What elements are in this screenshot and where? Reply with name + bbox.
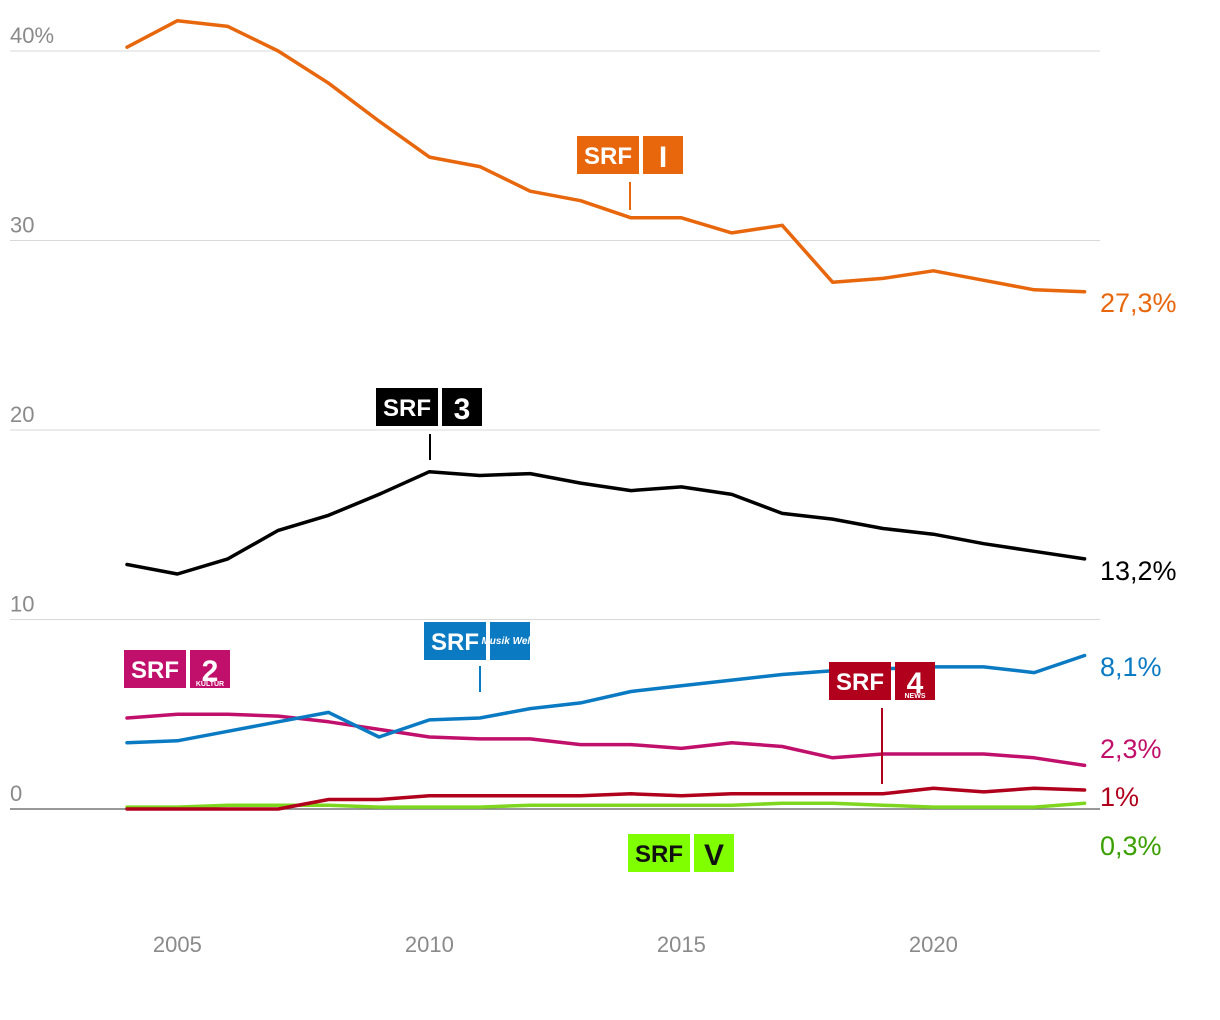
series-line-virus [125, 801, 1087, 809]
series-line-srf4 [125, 786, 1087, 811]
logo-brand-box [829, 662, 891, 700]
logo-mark-box [643, 136, 683, 174]
series-line-srf1 [125, 18, 1087, 294]
x-tick-label: 2010 [405, 932, 454, 957]
logo-brand-text: SRF [131, 657, 179, 684]
x-tick-label: 2015 [657, 932, 706, 957]
logo-brand-box [628, 834, 690, 872]
logo-brand-box [424, 622, 486, 660]
grid-layer: 40% 30 20 10 0 [10, 23, 1100, 810]
end-value-label-virus: 0,3% [1100, 831, 1162, 861]
logo-brand-box [376, 388, 438, 426]
logo-mark-text: Musik Welle [481, 636, 538, 647]
end-value-label-srf3: 13,2% [1100, 556, 1177, 586]
series-line-srf2 [125, 712, 1087, 768]
logo-srf1: SRF I [577, 136, 683, 210]
logo-mark-box [895, 662, 935, 700]
x-tick-label: 2020 [909, 932, 958, 957]
end-value-label-srf2: 2,3% [1100, 734, 1162, 764]
logo-mark-text: 2 [202, 655, 219, 688]
end-value-label-srf4: 1% [1100, 782, 1139, 812]
end-value-label-srf1: 27,3% [1100, 288, 1177, 318]
logo-sub-text: NEWS [905, 693, 926, 700]
logo-mark-text: I [659, 141, 667, 174]
series-line-musikwelle [125, 653, 1087, 745]
logo-mark-text: 4 [907, 667, 924, 700]
end-value-label-musikwelle: 8,1% [1100, 652, 1162, 682]
y-tick-label: 20 [10, 402, 34, 427]
logo-brand-text: SRF [431, 629, 479, 656]
y-tick-label: 40% [10, 23, 54, 48]
logo-virus: SRF V [628, 834, 734, 872]
logo-brand-text: SRF [635, 841, 683, 868]
logo-brand-box [577, 136, 639, 174]
end-labels-layer: 27,3% 13,2% 8,1% 2,3% 1% 0,3% [1100, 288, 1177, 861]
logo-mark-box [694, 834, 734, 872]
logo-sub-text: KULTUR [196, 681, 224, 688]
logo-brand-text: SRF [383, 395, 431, 422]
logo-mark-box [190, 650, 230, 688]
logo-brand-box [124, 650, 186, 688]
logo-mark-text: 3 [454, 393, 471, 426]
logo-brand-text: SRF [584, 143, 632, 170]
logo-musikwelle: SRF Musik Welle [424, 622, 539, 692]
x-axis: 2005 2010 2015 2020 [153, 932, 958, 957]
series-line-srf3 [125, 469, 1087, 576]
logo-mark-box [442, 388, 482, 426]
y-tick-label: 10 [10, 592, 34, 617]
logo-srf3: SRF 3 [376, 388, 482, 460]
x-tick-label: 2005 [153, 932, 202, 957]
logo-brand-text: SRF [836, 669, 884, 696]
y-tick-label: 30 [10, 213, 34, 238]
logo-mark-box [490, 622, 530, 660]
logo-mark-text: V [704, 839, 724, 872]
y-tick-label: 0 [10, 781, 22, 806]
